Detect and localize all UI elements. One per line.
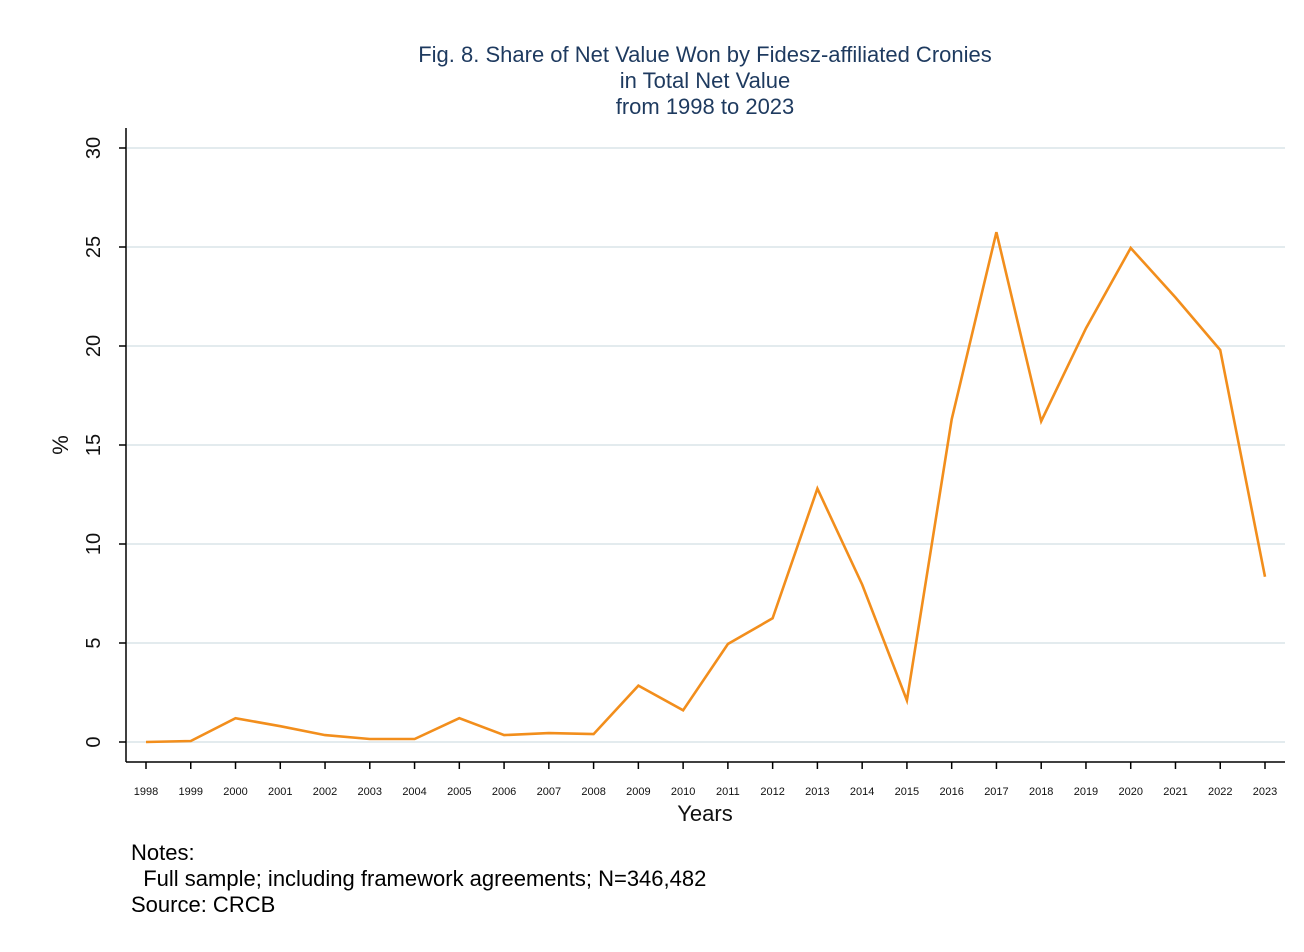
x-tick-label: 2004 (402, 786, 426, 798)
data-series (146, 232, 1265, 742)
x-tick-label: 2014 (850, 786, 874, 798)
x-tick-label: 2015 (895, 786, 919, 798)
line-chart: 0 5 10 15 20 25 30 1998 1999 2000 2001 2002 2003 2004… (0, 0, 1304, 840)
chart-title-line: Fig. 8. Share of Net Value Won by Fidesz… (418, 42, 992, 67)
source-text: Source: CRCB (131, 892, 706, 918)
x-tick-label: 2002 (313, 786, 337, 798)
x-axis-title: Years (677, 801, 732, 826)
x-tick-label: 1998 (134, 786, 158, 798)
x-tick-label: 2019 (1074, 786, 1098, 798)
x-tick-label: 2020 (1118, 786, 1142, 798)
x-tick-label: 2009 (626, 786, 650, 798)
notes-text: Full sample; including framework agreeme… (131, 866, 706, 892)
chart-title-line: in Total Net Value (620, 68, 790, 93)
axes (119, 128, 1285, 769)
y-tick-label: 25 (83, 236, 105, 258)
x-tick-label: 2023 (1253, 786, 1277, 798)
x-tick-label: 2017 (984, 786, 1008, 798)
x-tick-label: 2011 (716, 786, 740, 798)
x-tick-label: 2001 (268, 786, 292, 798)
y-axis-title: % (48, 435, 73, 455)
figure-notes: Notes: Full sample; including framework … (131, 840, 706, 918)
x-tick-label: 1999 (179, 786, 203, 798)
y-tick-label: 10 (83, 533, 105, 555)
x-tick-label: 2012 (760, 786, 784, 798)
x-tick-label: 2006 (492, 786, 516, 798)
x-tick-label: 2000 (223, 786, 247, 798)
notes-heading: Notes: (131, 840, 706, 866)
y-tick-label: 20 (83, 335, 105, 357)
x-tick-label: 2010 (671, 786, 695, 798)
x-tick-label: 2005 (447, 786, 471, 798)
x-tick-label: 2021 (1163, 786, 1187, 798)
y-tick-label: 15 (83, 434, 105, 456)
x-tick-label: 2008 (581, 786, 605, 798)
x-tick-label: 2003 (358, 786, 382, 798)
chart-title-line: from 1998 to 2023 (616, 94, 795, 119)
x-tick-label: 2018 (1029, 786, 1053, 798)
series-line (146, 232, 1265, 742)
x-tick-label: 2022 (1208, 786, 1232, 798)
x-tick-label: 2013 (805, 786, 829, 798)
y-tick-label: 30 (83, 137, 105, 159)
y-tick-label: 0 (83, 736, 105, 747)
labels: 0 5 10 15 20 25 30 1998 1999 2000 2001 2002 2003 2004… (48, 42, 1277, 826)
x-tick-label: 2007 (537, 786, 561, 798)
grid-lines (127, 148, 1285, 742)
x-tick-label: 2016 (939, 786, 963, 798)
y-tick-label: 5 (83, 637, 105, 648)
